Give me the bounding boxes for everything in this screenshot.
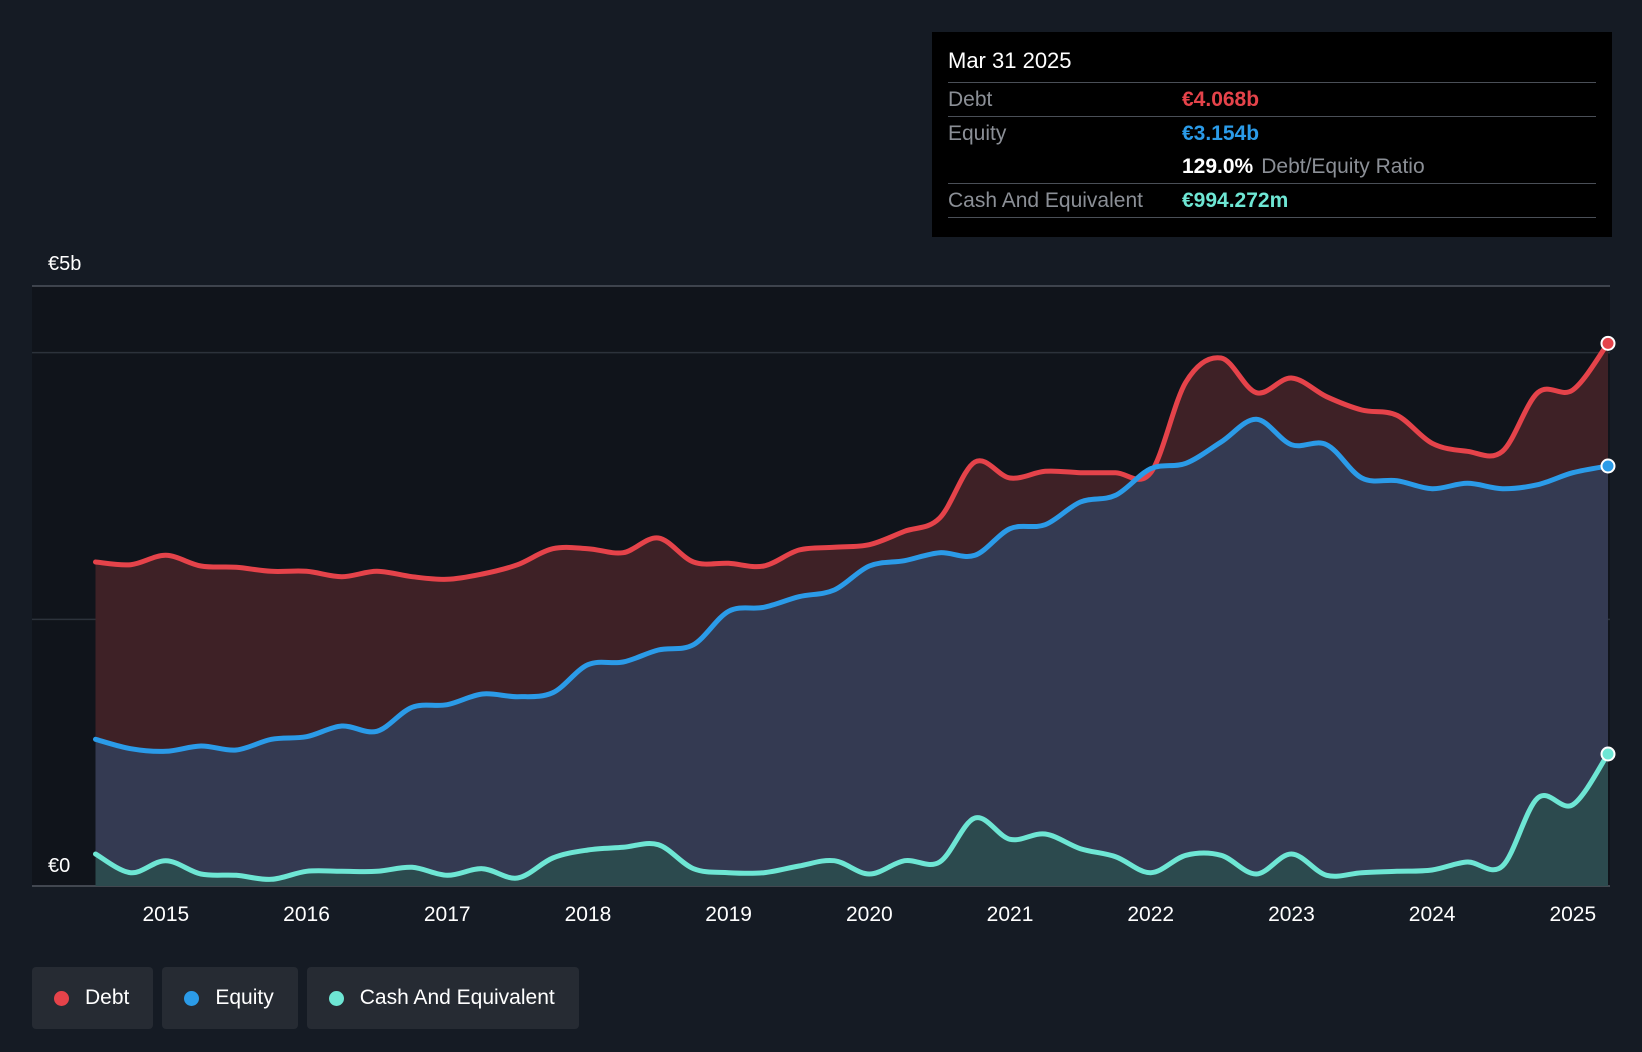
legend-label-equity: Equity (215, 986, 274, 1009)
x-tick-label: 2025 (1549, 903, 1596, 926)
x-tick-label: 2020 (846, 903, 893, 926)
tooltip-ratio-label: Debt/Equity Ratio (1261, 154, 1425, 178)
equity-line (93, 416, 1611, 754)
tooltip-cash-value: €994.272m (1182, 188, 1289, 212)
equity-end-point (1600, 458, 1616, 474)
tooltip-debt-value: €4.068b (1182, 87, 1260, 111)
legend-label-debt: Debt (85, 986, 130, 1009)
tooltip-debt-row: Debt €4.068b (948, 82, 1596, 116)
tooltip-equity-value: €3.154b (1182, 121, 1260, 145)
x-tick-label: 2018 (565, 903, 612, 926)
cash-area (95, 754, 1608, 886)
tooltip-date: Mar 31 2025 (948, 48, 1072, 73)
tooltip-cash-row: Cash And Equivalent €994.272m (948, 183, 1596, 218)
x-tick-label: 2019 (705, 903, 752, 926)
tooltip-equity-label: Equity (948, 121, 1007, 145)
tooltip-cash-label: Cash And Equivalent (948, 188, 1143, 212)
x-tick-label: 2015 (142, 903, 189, 926)
x-tick-label: 2024 (1409, 903, 1456, 926)
cash-end-point (1600, 746, 1616, 762)
x-tick-label: 2016 (283, 903, 330, 926)
legend-item-cash[interactable]: Cash And Equivalent (306, 967, 579, 1029)
legend: Debt Equity Cash And Equivalent (32, 967, 579, 1029)
tooltip-ratio-row: 129.0% Debt/Equity Ratio (948, 150, 1596, 183)
legend-label-cash: Cash And Equivalent (359, 986, 555, 1009)
cash-line (93, 751, 1611, 882)
legend-dot-cash-icon (328, 990, 344, 1006)
tooltip-debt-label: Debt (948, 87, 993, 111)
x-tick-label: 2021 (987, 903, 1034, 926)
legend-dot-debt-icon (54, 990, 69, 1006)
debt-end-point (1600, 335, 1616, 351)
legend-item-debt[interactable]: Debt (32, 967, 154, 1029)
x-tick-label: 2023 (1268, 903, 1315, 926)
tooltip-equity-row: Equity €3.154b (948, 116, 1596, 150)
y-tick-label: €5b (48, 253, 81, 275)
x-tick-label: 2022 (1127, 903, 1174, 926)
legend-item-equity[interactable]: Equity (162, 967, 298, 1029)
y-tick-label: €0 (48, 855, 70, 877)
x-tick-label: 2017 (424, 903, 471, 926)
equity-area (95, 419, 1608, 886)
legend-dot-equity-icon (184, 990, 200, 1006)
tooltip-panel: Mar 31 2025 Debt €4.068b Equity €3.154b … (932, 32, 1612, 237)
debt-line (93, 340, 1611, 582)
tooltip-ratio-value: 129.0% (1182, 154, 1254, 178)
